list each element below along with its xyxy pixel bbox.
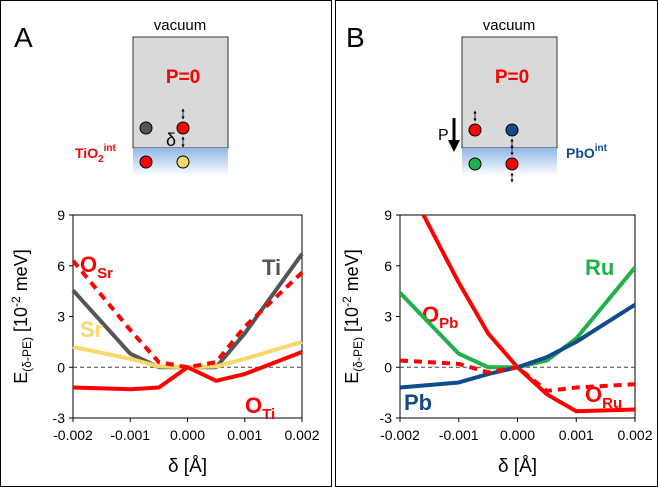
interface-label: TiO2int — [75, 143, 117, 165]
text-part: 2 — [98, 154, 104, 165]
text-part: E — [342, 372, 362, 384]
text-part: Pb — [439, 315, 458, 332]
text-part: -2 — [340, 296, 354, 307]
y-tick-label: 6 — [384, 258, 392, 274]
y-axis-label: E(δ-PE) [10-2 meV] — [9, 249, 34, 383]
series-label: ORu — [585, 382, 622, 412]
series-label: OTi — [245, 393, 275, 423]
text-part: E — [11, 372, 31, 384]
text-part: Ru — [602, 395, 622, 412]
series-label: OPb — [422, 302, 458, 332]
text-part: (δ-PE) — [20, 337, 34, 372]
text-part: [10 — [342, 307, 362, 337]
x-tick-label: 0.000 — [500, 427, 535, 443]
text-part: (δ-PE) — [351, 337, 365, 372]
interface-label: PbOint — [566, 143, 608, 161]
panel-label: B — [346, 22, 365, 53]
x-tick-label: 0.000 — [170, 427, 205, 443]
text-part: [10 — [11, 307, 31, 337]
series-line — [399, 358, 636, 393]
y-tick-label: 3 — [57, 309, 65, 325]
panel-label: A — [14, 22, 33, 53]
text-part: Ti — [262, 255, 281, 280]
text-part: -2 — [9, 296, 23, 307]
y-tick-label: -3 — [380, 410, 393, 426]
delta-label: δ — [166, 130, 176, 150]
atom — [139, 121, 153, 135]
series-line — [72, 350, 303, 392]
arrow-label: P — [438, 127, 449, 144]
x-tick-label: 0.002 — [617, 427, 652, 443]
series-label: Sr — [80, 317, 104, 342]
y-tick-label: 6 — [57, 258, 65, 274]
text-part: Ru — [585, 255, 614, 280]
atom — [505, 157, 519, 171]
x-tick-label: -0.001 — [110, 427, 150, 443]
x-tick-label: 0.002 — [284, 427, 319, 443]
y-tick-label: 0 — [57, 359, 65, 375]
y-tick-label: 3 — [384, 309, 392, 325]
atom — [505, 123, 519, 137]
text-part: O — [585, 382, 602, 407]
atom — [468, 157, 482, 171]
polarization-label: P=0 — [495, 67, 529, 88]
text-part: Sr — [97, 265, 113, 282]
text-part: meV] — [11, 249, 31, 296]
text-part: Sr — [80, 317, 104, 342]
x-tick-label: -0.001 — [439, 427, 479, 443]
atom — [176, 155, 190, 169]
series-label: Pb — [404, 390, 432, 415]
polarization-label: P=0 — [166, 67, 200, 88]
text-part: TiO — [75, 145, 98, 161]
x-tick-label: -0.002 — [53, 427, 93, 443]
text-part: Ti — [262, 406, 275, 423]
y-tick-label: 9 — [57, 207, 65, 223]
x-tick-label: 0.001 — [227, 427, 262, 443]
x-axis-label: δ [Å] — [168, 456, 207, 477]
x-axis-label: δ [Å] — [498, 456, 537, 477]
text-part: int — [104, 143, 117, 154]
y-tick-label: 9 — [384, 207, 392, 223]
atom — [139, 155, 153, 169]
text-part: int — [595, 143, 608, 154]
series-line — [71, 259, 304, 370]
series-label: OSr — [80, 252, 113, 282]
y-tick-label: 0 — [384, 359, 392, 375]
series-label: Ti — [262, 255, 281, 280]
vacuum-label: vacuum — [154, 17, 207, 34]
text-part: meV] — [342, 249, 362, 296]
x-tick-label: -0.002 — [380, 427, 420, 443]
y-tick-label: -3 — [53, 410, 66, 426]
atom — [176, 121, 190, 135]
vacuum-label: vacuum — [483, 17, 536, 34]
text-part: O — [80, 252, 97, 277]
atom — [468, 123, 482, 137]
y-axis-label: E(δ-PE) [10-2 meV] — [340, 249, 365, 383]
x-tick-label: 0.001 — [559, 427, 594, 443]
text-part: O — [245, 393, 262, 418]
text-part: PbO — [566, 145, 595, 161]
series-label: Ru — [585, 255, 614, 280]
text-part: Pb — [404, 390, 432, 415]
